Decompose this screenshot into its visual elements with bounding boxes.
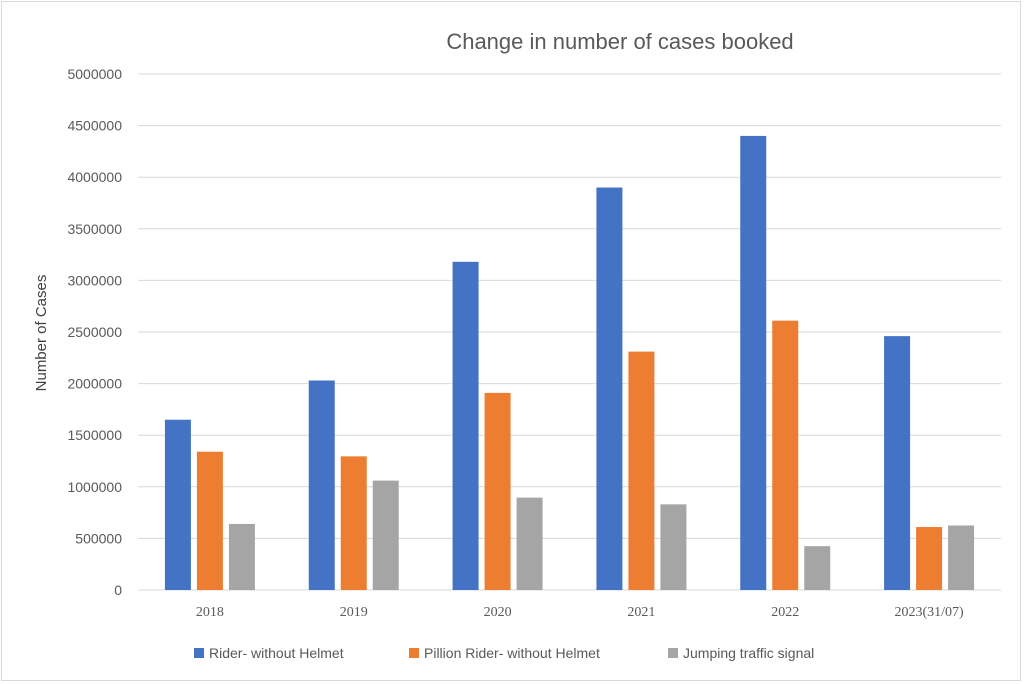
y-tick-label: 0 bbox=[114, 582, 122, 598]
y-tick-label: 3500000 bbox=[67, 221, 122, 237]
bar bbox=[628, 351, 655, 590]
bar bbox=[884, 336, 911, 590]
x-axis-ticks: 2018 2019 2020 2021 2022 2023(31/07) bbox=[196, 605, 964, 620]
chart-title: Change in number of cases booked bbox=[446, 29, 793, 54]
bar bbox=[772, 320, 799, 590]
y-tick-label: 500000 bbox=[75, 530, 122, 546]
bar bbox=[228, 523, 255, 590]
legend-swatch bbox=[409, 648, 419, 658]
y-tick-label: 3000000 bbox=[67, 272, 122, 288]
bar bbox=[948, 525, 975, 590]
legend-swatch bbox=[668, 648, 678, 658]
bar bbox=[308, 380, 335, 590]
legend-label: Pillion Rider- without Helmet bbox=[424, 645, 600, 661]
y-tick-label: 4500000 bbox=[67, 118, 122, 134]
bar bbox=[452, 261, 479, 590]
bar bbox=[484, 392, 511, 590]
y-tick-label: 2000000 bbox=[67, 376, 122, 392]
y-axis-label: Number of Cases bbox=[33, 275, 50, 392]
bar bbox=[340, 456, 367, 590]
bar bbox=[740, 135, 767, 591]
bars bbox=[164, 135, 975, 591]
bar bbox=[196, 451, 223, 590]
bar bbox=[596, 187, 623, 590]
y-tick-label: 5000000 bbox=[67, 66, 122, 82]
x-tick-label: 2020 bbox=[484, 605, 512, 620]
x-tick-label: 2019 bbox=[340, 605, 368, 620]
bar bbox=[660, 504, 687, 590]
y-tick-label: 2500000 bbox=[67, 324, 122, 340]
legend-label: Jumping traffic signal bbox=[683, 645, 814, 661]
bar bbox=[804, 546, 831, 590]
x-tick-label: 2018 bbox=[196, 605, 224, 620]
legend-swatch bbox=[194, 648, 204, 658]
bar bbox=[916, 527, 943, 590]
y-tick-label: 1500000 bbox=[67, 427, 122, 443]
x-tick-label: 2023(31/07) bbox=[894, 605, 964, 620]
y-axis-ticks: 0 500000 1000000 1500000 2000000 2500000 30000… bbox=[67, 66, 122, 598]
gridlines bbox=[138, 73, 1001, 591]
y-tick-label: 1000000 bbox=[67, 479, 122, 495]
bar bbox=[372, 480, 399, 590]
legend: Rider- without Helmet Pillion Rider- with… bbox=[194, 645, 814, 661]
x-tick-label: 2022 bbox=[771, 605, 799, 620]
x-tick-label: 2021 bbox=[627, 605, 655, 620]
bar bbox=[164, 419, 191, 590]
legend-label: Rider- without Helmet bbox=[209, 645, 344, 661]
y-tick-label: 4000000 bbox=[67, 169, 122, 185]
bar bbox=[516, 497, 543, 590]
